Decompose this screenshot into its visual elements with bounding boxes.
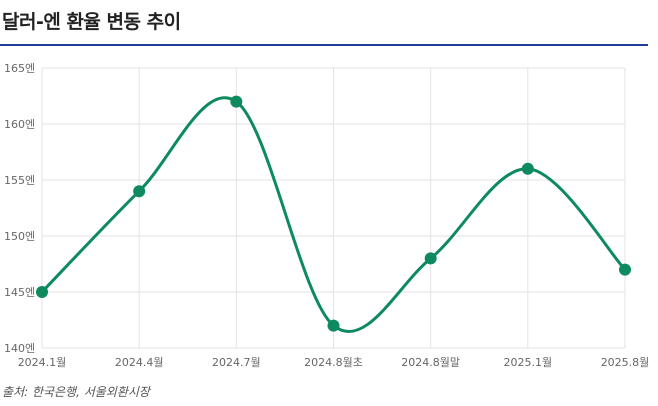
grid-lines <box>41 67 626 349</box>
x-tick-label: 2024.1월 <box>18 356 67 369</box>
y-tick-label: 165엔 <box>4 62 35 75</box>
x-tick-label: 2024.8월말 <box>401 356 460 369</box>
x-tick-label: 2024.7월 <box>212 356 261 369</box>
x-tick-label: 2024.4월 <box>115 356 164 369</box>
y-tick-label: 140엔 <box>4 342 35 355</box>
data-point <box>36 286 48 298</box>
data-point <box>619 263 631 276</box>
y-tick-label: 150엔 <box>4 230 35 243</box>
title-divider <box>0 44 648 46</box>
data-point <box>327 319 340 332</box>
series-layer <box>36 95 631 334</box>
y-tick-label: 155엔 <box>4 174 35 187</box>
data-point <box>230 95 243 108</box>
data-point <box>133 185 146 198</box>
x-tick-label: 2024.8월초 <box>304 356 363 369</box>
y-tick-label: 145엔 <box>4 286 35 299</box>
x-tick-label: 2025.1월 <box>504 356 553 369</box>
source-note: 출처: 한국은행, 서울외환시장 <box>2 385 150 399</box>
y-axis: 140엔 145엔 150엔 155엔 160엔 165엔 <box>4 62 35 355</box>
x-tick-label: 2025.8월 <box>601 356 650 369</box>
y-tick-label: 160엔 <box>4 118 35 131</box>
data-point <box>521 162 534 175</box>
chart-title: 달러-엔 환율 변동 추이 <box>2 11 181 33</box>
x-axis: 2024.1월 2024.4월 2024.7월 2024.8월초 2024.8월말 202… <box>18 356 650 369</box>
data-point <box>424 252 437 265</box>
